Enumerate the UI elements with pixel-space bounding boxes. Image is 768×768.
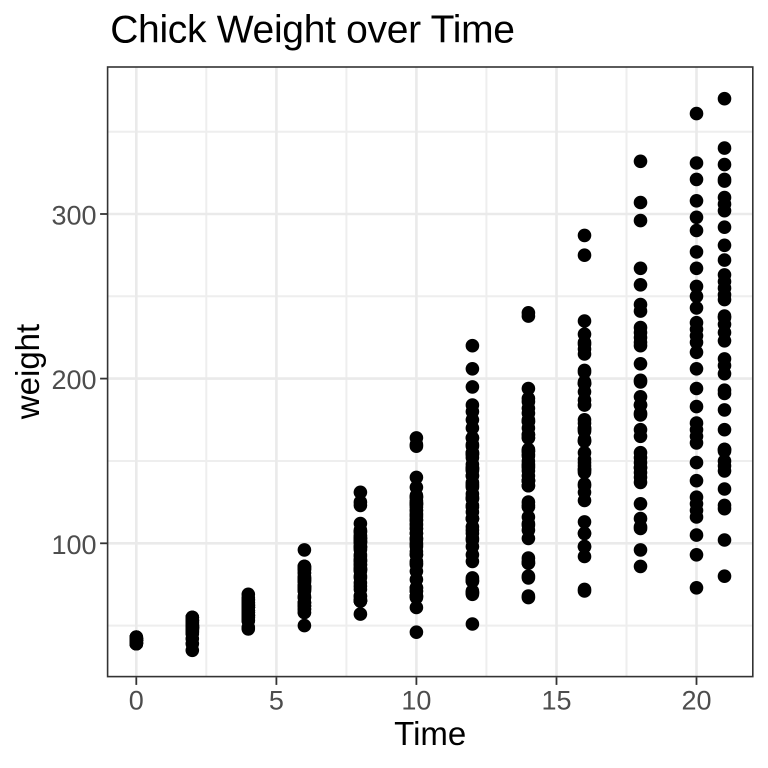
svg-text:10: 10 xyxy=(401,686,431,716)
svg-text:Time: Time xyxy=(394,715,466,752)
svg-text:100: 100 xyxy=(51,530,96,560)
svg-text:15: 15 xyxy=(541,686,571,716)
svg-text:weight: weight xyxy=(9,324,46,420)
svg-text:300: 300 xyxy=(51,201,96,231)
svg-text:200: 200 xyxy=(51,365,96,395)
svg-text:5: 5 xyxy=(269,686,284,716)
svg-text:Chick Weight over Time: Chick Weight over Time xyxy=(110,8,514,51)
svg-text:0: 0 xyxy=(129,686,144,716)
svg-text:20: 20 xyxy=(681,686,711,716)
